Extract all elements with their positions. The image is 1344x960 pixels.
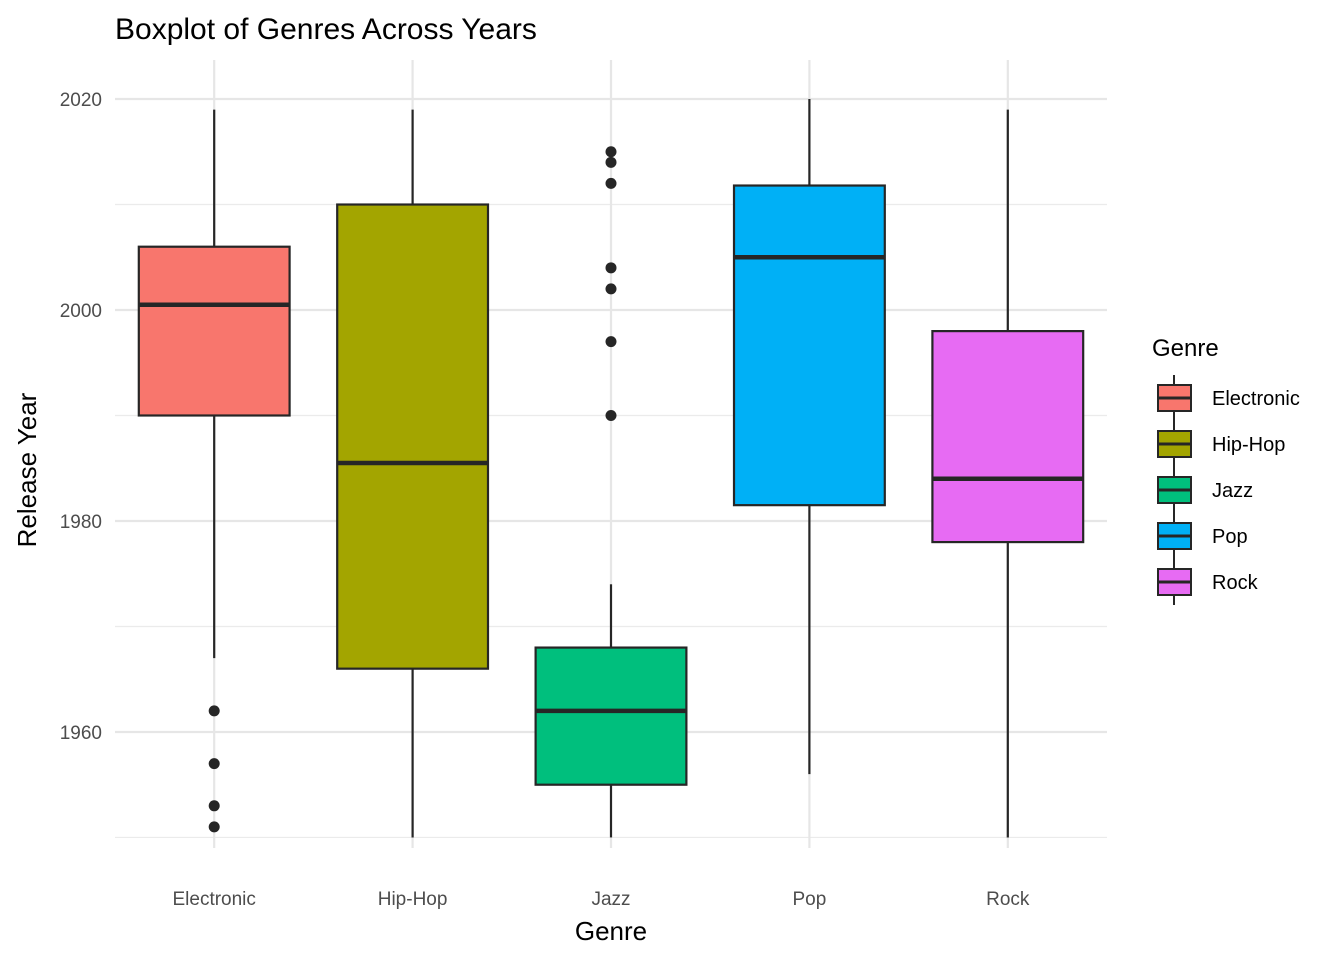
iqr-box	[534, 646, 688, 786]
outlier-point	[605, 336, 617, 348]
outlier-point	[605, 146, 617, 158]
x-tick-label: Pop	[792, 889, 826, 910]
legend-label: Rock	[1212, 572, 1259, 594]
x-axis: Electronic Hip-Hop Jazz Pop Rock	[172, 889, 1029, 910]
legend-label: Hip-Hop	[1212, 434, 1285, 456]
x-tick-label: Electronic	[172, 889, 255, 910]
outlier-point	[208, 800, 220, 812]
box-hip-hop	[336, 109, 490, 838]
x-axis-label: Genre	[575, 916, 647, 946]
legend-item-jazz: Jazz	[1157, 467, 1253, 513]
legend-item-electronic: Electronic	[1157, 375, 1300, 421]
outlier-point	[605, 283, 617, 295]
outlier-point	[208, 758, 220, 770]
y-axis-label: Release Year	[12, 392, 42, 547]
outlier-point	[208, 821, 220, 833]
outlier-point	[605, 409, 617, 421]
legend-label: Electronic	[1212, 388, 1300, 410]
x-tick-label: Rock	[986, 889, 1030, 910]
legend-item-hip-hop: Hip-Hop	[1157, 421, 1285, 467]
box-jazz	[534, 146, 688, 838]
legend-label: Jazz	[1212, 480, 1253, 502]
outlier-point	[605, 177, 617, 189]
iqr-box	[336, 203, 490, 670]
outlier-point	[208, 705, 220, 717]
x-tick-label: Hip-Hop	[378, 889, 448, 910]
legend-item-pop: Pop	[1157, 513, 1248, 559]
outlier-point	[605, 156, 617, 168]
legend-label: Pop	[1212, 526, 1248, 548]
y-tick-label: 1960	[60, 723, 102, 744]
legend-title: Genre	[1152, 335, 1219, 362]
y-tick-label: 2000	[60, 301, 102, 322]
legend: Genre Electronic Hip-Hop Jazz Pop Rock	[1152, 335, 1300, 605]
y-tick-label: 2020	[60, 90, 102, 111]
boxes	[137, 99, 1085, 838]
y-tick-label: 1980	[60, 512, 102, 533]
legend-item-rock: Rock	[1157, 559, 1259, 605]
box-pop	[732, 99, 886, 775]
iqr-box	[931, 330, 1085, 544]
iqr-box	[732, 184, 886, 507]
iqr-box	[137, 245, 291, 417]
x-tick-label: Jazz	[591, 889, 630, 910]
box-rock	[931, 109, 1085, 838]
y-axis: 1960 1980 2000 2020	[60, 90, 102, 744]
box-electronic	[137, 109, 291, 833]
outlier-point	[605, 262, 617, 274]
chart-title: Boxplot of Genres Across Years	[115, 13, 537, 46]
